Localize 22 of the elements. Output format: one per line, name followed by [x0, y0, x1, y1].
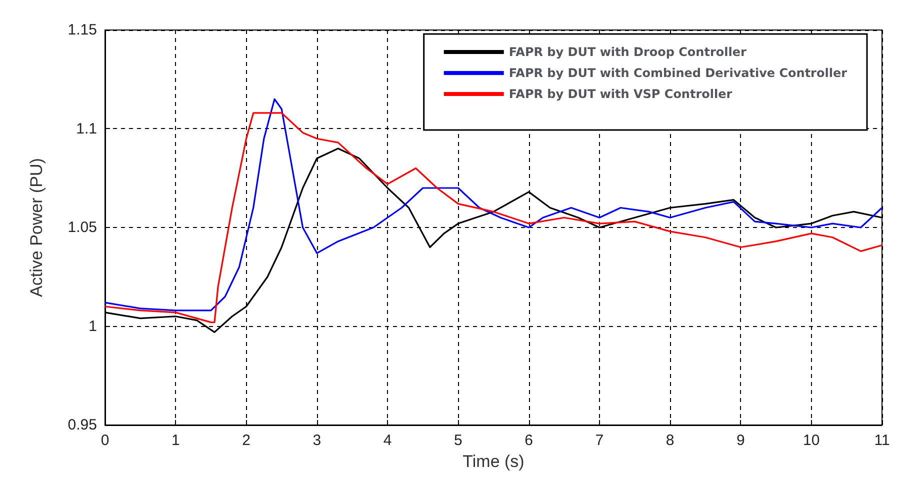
- x-tick-label: 4: [383, 432, 392, 449]
- x-tick-label: 6: [524, 432, 533, 449]
- legend-label: FAPR by DUT with VSP Controller: [508, 87, 732, 101]
- y-tick-label: 1: [88, 318, 97, 335]
- legend-label: FAPR by DUT with Combined Derivative Controller: [508, 66, 848, 80]
- x-tick-label: 11: [874, 432, 890, 449]
- y-tick-label: 1.1: [76, 120, 97, 138]
- x-tick-label: 9: [736, 432, 745, 449]
- x-tick-label: 10: [803, 432, 820, 449]
- x-axis-title: Time (s): [462, 452, 524, 471]
- y-tick-label: 0.95: [68, 416, 97, 434]
- x-tick-label: 1: [171, 432, 180, 449]
- x-tick-label: 3: [312, 432, 322, 449]
- y-tick-label: 1.15: [68, 22, 97, 38]
- legend-label: FAPR by DUT with Droop Controller: [508, 45, 746, 59]
- x-tick-label: 2: [242, 432, 250, 449]
- x-tick-label: 0: [100, 432, 110, 449]
- x-tick-label: 7: [595, 432, 604, 449]
- x-tick-label: 8: [666, 432, 674, 449]
- y-axis-title: Active Power (PU): [27, 158, 46, 297]
- y-tick-label: 1.05: [68, 219, 97, 236]
- x-tick-label: 5: [454, 432, 462, 449]
